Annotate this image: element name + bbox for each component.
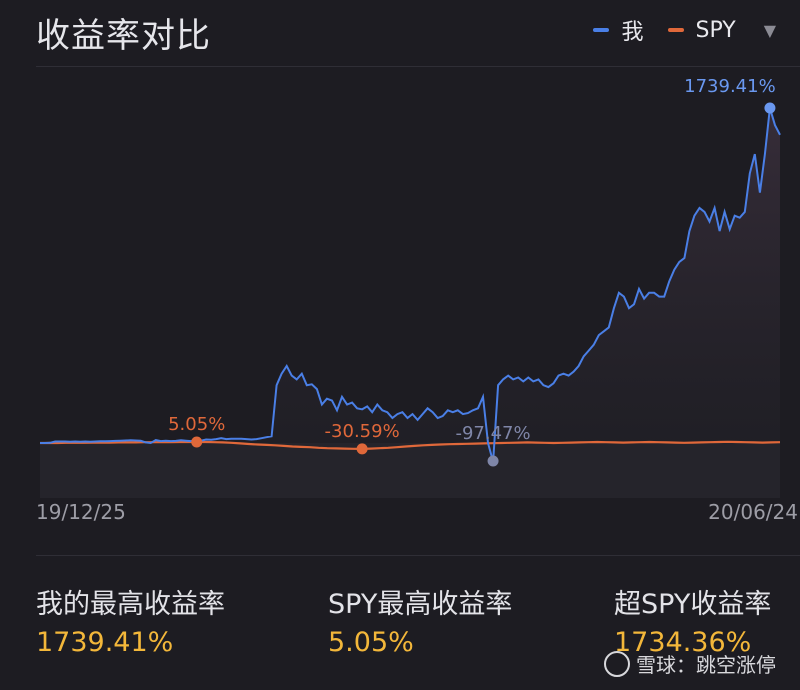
annotation-label: -30.59% <box>325 421 400 442</box>
stat-excess: 超SPY收益率 1734.36% <box>614 582 771 658</box>
legend-label-me: 我 <box>621 20 644 45</box>
x-end-label: 20/06/24 <box>708 500 798 524</box>
page-title: 收益率对比 <box>36 16 211 56</box>
watermark: 雪球：跳空涨停 <box>604 649 776 678</box>
snowball-logo-icon <box>604 650 630 677</box>
line-chart: 1739.41% 5.05% -30.59% -97.47% <box>40 76 781 498</box>
legend-swatch-spy <box>667 28 684 32</box>
stats-divider <box>36 555 800 556</box>
stat-value: 1739.41% <box>36 627 174 658</box>
stat-value: 1734.36% <box>614 627 752 658</box>
annotation-label: 5.05% <box>168 414 225 435</box>
series-line-me <box>40 107 781 463</box>
x-start-label: 19/12/25 <box>36 500 126 524</box>
chevron-down-icon[interactable]: ▼ <box>763 20 776 40</box>
watermark-text: 雪球：跳空涨停 <box>636 653 776 677</box>
series-line-spy <box>40 440 781 451</box>
annotation-marker <box>356 443 368 455</box>
legend-swatch-me <box>593 28 610 32</box>
stat-my-max: 我的最高收益率 1739.41% <box>36 582 225 658</box>
stat-label: SPY最高收益率 <box>328 589 513 620</box>
annotation-marker <box>487 455 499 467</box>
header-divider <box>36 66 800 67</box>
legend-item-me[interactable]: 我 <box>593 14 644 46</box>
stat-label: 我的最高收益率 <box>36 589 225 620</box>
annotation-label: 1739.41% <box>684 76 776 97</box>
chart-lower-band <box>40 443 780 498</box>
stat-spy-max: SPY最高收益率 5.05% <box>328 582 512 658</box>
chart-legend[interactable]: 我 SPY ▼ <box>593 14 776 46</box>
legend-item-spy[interactable]: SPY <box>667 17 736 43</box>
annotation-label: -97.47% <box>455 423 530 444</box>
annotation-marker <box>191 436 203 448</box>
stat-value: 5.05% <box>328 627 414 658</box>
stat-label: 超SPY收益率 <box>614 589 772 620</box>
series-area-me <box>40 108 780 462</box>
annotation-marker <box>764 102 776 114</box>
legend-label-spy: SPY <box>695 17 736 43</box>
